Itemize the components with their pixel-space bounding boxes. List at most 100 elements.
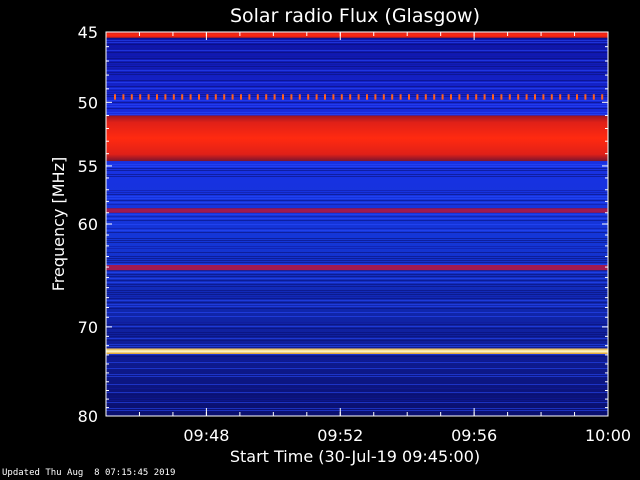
pulse-mark xyxy=(282,94,284,100)
pulse-mark xyxy=(592,94,595,100)
noise-stripe xyxy=(106,246,608,247)
noise-stripe xyxy=(106,258,608,259)
pulse-mark xyxy=(332,94,335,100)
y-tick-label: 55 xyxy=(78,157,98,176)
noise-stripe xyxy=(106,214,608,215)
noise-stripe xyxy=(106,60,608,61)
noise-stripe xyxy=(106,232,608,233)
noise-stripe xyxy=(106,270,608,271)
noise-stripe xyxy=(106,344,608,345)
pulse-mark xyxy=(114,94,116,100)
pulse-mark xyxy=(164,94,167,100)
noise-stripe xyxy=(106,108,608,109)
noise-stripe xyxy=(106,224,608,225)
pulse-mark xyxy=(223,94,226,100)
noise-stripe xyxy=(106,66,608,67)
noise-stripe xyxy=(106,202,608,203)
noise-stripe xyxy=(106,360,608,361)
x-tick-label: 09:56 xyxy=(451,426,497,445)
noise-stripe xyxy=(106,298,608,299)
noise-stripe xyxy=(106,308,608,309)
noise-stripe xyxy=(106,198,608,199)
noise-stripe xyxy=(106,296,608,297)
noise-stripe xyxy=(106,228,608,229)
pulse-mark xyxy=(416,94,419,100)
noise-stripe xyxy=(106,304,608,305)
noise-stripe xyxy=(106,384,608,385)
pulse-mark xyxy=(130,94,133,100)
noise-stripe xyxy=(106,96,608,97)
pulse-mark xyxy=(349,94,352,100)
x-tick-label: 09:48 xyxy=(183,426,229,445)
noise-stripe xyxy=(106,256,608,257)
noise-stripe xyxy=(106,192,608,193)
noise-stripe xyxy=(106,190,608,191)
noise-stripes xyxy=(106,32,608,411)
noise-stripe xyxy=(106,346,608,347)
noise-stripe xyxy=(106,220,608,221)
noise-stripe xyxy=(106,284,608,285)
x-axis: 09:48 09:52 09:56 10:00 xyxy=(138,32,631,445)
noise-stripe xyxy=(106,106,608,107)
noise-stripe xyxy=(106,230,608,231)
pulse-mark xyxy=(550,94,553,100)
noise-stripe xyxy=(106,290,608,291)
noise-stripe xyxy=(106,62,608,63)
noise-stripe xyxy=(106,104,608,105)
noise-stripe xyxy=(106,218,608,219)
frequency-band xyxy=(106,264,608,271)
noise-stripe xyxy=(106,392,608,393)
noise-stripe xyxy=(106,92,608,93)
noise-stripe xyxy=(106,342,608,343)
noise-stripe xyxy=(106,322,608,323)
noise-stripe xyxy=(106,102,608,103)
noise-stripe xyxy=(106,374,608,375)
pulse-mark xyxy=(156,94,158,100)
noise-stripe xyxy=(106,58,608,59)
y-tick-label: 60 xyxy=(78,215,98,234)
frequency-band xyxy=(106,115,608,162)
noise-stripe xyxy=(106,200,608,201)
noise-stripe xyxy=(106,338,608,339)
noise-stripe xyxy=(106,362,608,363)
noise-stripe xyxy=(106,394,608,395)
pulse-mark xyxy=(189,94,192,100)
pulse-mark xyxy=(374,94,377,100)
pulse-mark xyxy=(576,94,578,100)
noise-stripe xyxy=(106,164,608,165)
noise-stripe xyxy=(106,402,608,403)
noise-stripe xyxy=(106,88,608,89)
noise-stripe xyxy=(106,90,608,91)
noise-stripe xyxy=(106,334,608,335)
noise-stripe xyxy=(106,100,608,101)
pulse-mark xyxy=(147,94,150,100)
pulse-mark xyxy=(181,94,184,100)
noise-stripe xyxy=(106,176,608,177)
pulse-mark xyxy=(324,94,326,100)
y-tick-label: 70 xyxy=(78,318,98,337)
noise-stripe xyxy=(106,68,608,69)
noise-stripe xyxy=(106,388,608,389)
chart-title: Solar radio Flux (Glasgow) xyxy=(230,5,480,27)
pulse-mark xyxy=(450,94,452,100)
pulse-mark xyxy=(542,94,545,100)
pulse-mark xyxy=(139,94,142,100)
pulse-mark xyxy=(214,94,217,100)
noise-stripe xyxy=(106,286,608,287)
pulse-mark xyxy=(256,94,259,100)
noise-stripe xyxy=(106,400,608,401)
pulse-mark xyxy=(307,94,310,100)
pulse-mark xyxy=(357,94,360,100)
noise-stripe xyxy=(106,282,608,283)
pulse-mark xyxy=(391,94,394,100)
noise-stripe xyxy=(106,240,608,241)
pulse-mark xyxy=(492,94,494,100)
noise-stripe xyxy=(106,336,608,337)
noise-stripe xyxy=(106,72,608,73)
y-axis-label: Frequency [MHz] xyxy=(49,157,68,291)
noise-stripe xyxy=(106,302,608,303)
frequency-band xyxy=(106,348,608,354)
noise-stripe xyxy=(106,82,608,83)
pulse-mark xyxy=(340,94,343,100)
